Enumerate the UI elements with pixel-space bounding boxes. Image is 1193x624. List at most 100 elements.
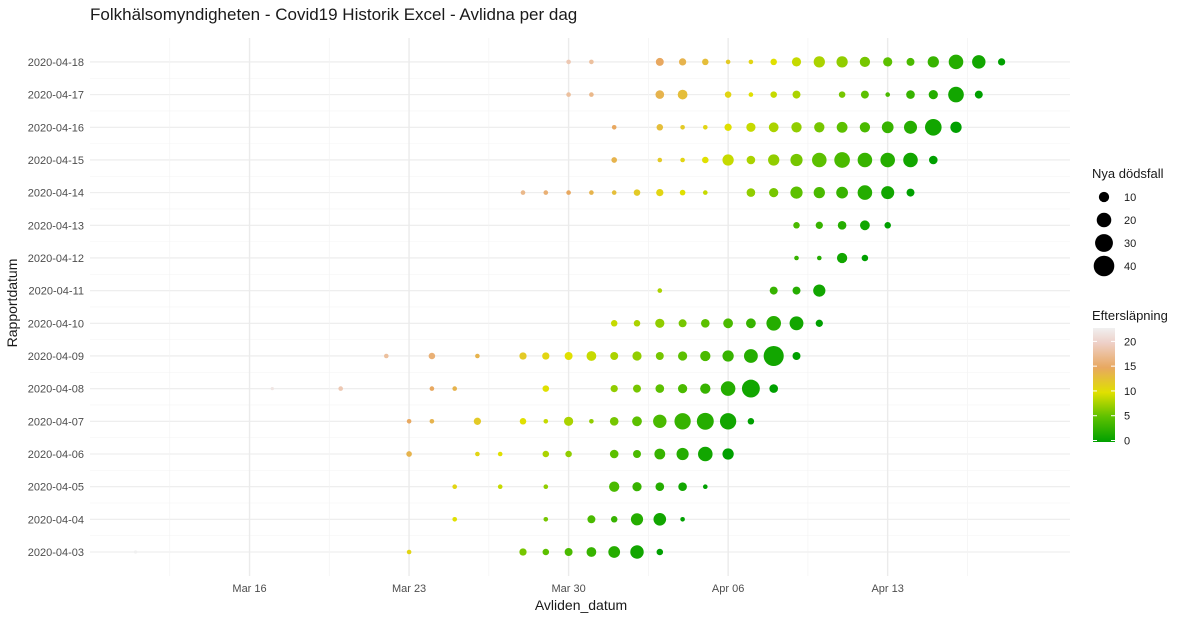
y-tick-label: 2020-04-15 <box>28 155 84 167</box>
data-point <box>475 353 480 359</box>
data-point <box>857 152 873 168</box>
data-point <box>679 189 686 196</box>
data-point <box>763 345 784 367</box>
data-point <box>519 352 527 360</box>
data-point <box>790 186 803 199</box>
data-point <box>860 90 869 99</box>
data-point <box>655 352 664 360</box>
data-point <box>838 91 846 98</box>
data-point <box>406 549 412 555</box>
data-point <box>543 190 549 195</box>
data-point <box>653 512 667 526</box>
data-point <box>542 352 550 360</box>
data-point <box>834 152 850 168</box>
y-tick-label: 2020-04-08 <box>28 384 84 396</box>
data-point <box>653 414 667 429</box>
data-point <box>543 418 549 424</box>
data-point <box>680 516 685 522</box>
data-point <box>589 418 594 424</box>
data-point <box>724 91 732 98</box>
x-axis-ticks: Mar 16 Mar 23 Mar 30 Apr 06 Apr 13 <box>232 583 903 595</box>
data-point <box>589 92 594 97</box>
y-tick-label: 2020-04-05 <box>28 482 84 494</box>
x-tick-label: Mar 23 <box>392 583 426 595</box>
y-tick-label: 2020-04-11 <box>29 286 84 298</box>
data-point <box>860 220 870 231</box>
data-point <box>566 190 571 195</box>
data-point <box>609 449 619 459</box>
data-point <box>542 450 550 458</box>
data-point <box>383 353 389 359</box>
data-point <box>857 185 873 200</box>
colorbar-label: 10 <box>1124 386 1136 398</box>
chart-title: Folkhälsomyndigheten - Covid19 Historik … <box>90 5 577 24</box>
data-point <box>566 92 571 97</box>
data-point <box>587 515 596 524</box>
data-point <box>698 446 713 462</box>
data-point <box>609 481 620 492</box>
data-point <box>950 121 962 133</box>
data-point <box>611 190 617 195</box>
data-point <box>473 417 482 425</box>
size-legend-key <box>1093 255 1115 277</box>
data-point <box>656 188 664 197</box>
y-tick-label: 2020-04-10 <box>28 318 84 330</box>
data-point <box>611 124 617 130</box>
data-point <box>702 484 708 490</box>
y-tick-label: 2020-04-07 <box>28 416 84 428</box>
color-legend-title: Eftersläpning <box>1092 308 1168 323</box>
colorbar <box>1093 328 1115 442</box>
data-point <box>768 122 779 133</box>
data-point <box>542 385 550 392</box>
x-axis-title: Avliden_datum <box>535 597 627 613</box>
data-point <box>610 320 618 327</box>
data-point <box>610 384 618 393</box>
data-point <box>722 350 734 362</box>
size-legend-label: 40 <box>1124 261 1136 273</box>
data-point <box>133 550 138 554</box>
data-point <box>566 59 571 65</box>
data-point <box>794 255 799 261</box>
size-legend-title: Nya dödsfall <box>1092 166 1164 181</box>
data-point <box>768 154 780 166</box>
data-point <box>633 320 641 327</box>
data-point <box>589 190 594 195</box>
data-point <box>836 56 848 68</box>
data-point <box>655 57 664 66</box>
data-point <box>696 412 714 430</box>
data-point <box>452 386 458 391</box>
data-point <box>657 288 663 293</box>
y-axis-ticks: 2020-04-03 2020-04-04 2020-04-05 2020-04-06… <box>28 57 84 559</box>
y-tick-label: 2020-04-17 <box>28 90 84 102</box>
data-point <box>657 157 663 163</box>
x-tick-label: Mar 16 <box>232 583 266 595</box>
size-legend-label: 10 <box>1124 192 1136 204</box>
data-point <box>812 152 827 168</box>
size-legend-key <box>1096 212 1112 228</box>
data-point <box>997 58 1006 66</box>
data-point <box>746 122 756 132</box>
data-point <box>655 384 665 393</box>
data-point <box>719 413 737 430</box>
data-point <box>906 90 915 99</box>
data-point <box>793 222 800 229</box>
data-point <box>678 319 687 328</box>
data-point <box>700 350 711 362</box>
y-tick-label: 2020-04-14 <box>28 188 84 200</box>
data-point <box>791 57 802 67</box>
data-point <box>814 122 825 133</box>
data-point <box>655 90 665 99</box>
data-point <box>746 318 756 329</box>
data-point <box>702 156 709 164</box>
data-point <box>542 548 550 556</box>
points-layer <box>133 54 1006 559</box>
size-legend-key <box>1095 234 1113 252</box>
data-point <box>813 56 825 68</box>
data-point <box>861 254 869 262</box>
data-point <box>748 59 754 65</box>
data-point <box>452 516 458 522</box>
data-point <box>630 513 644 526</box>
data-point <box>948 54 964 70</box>
